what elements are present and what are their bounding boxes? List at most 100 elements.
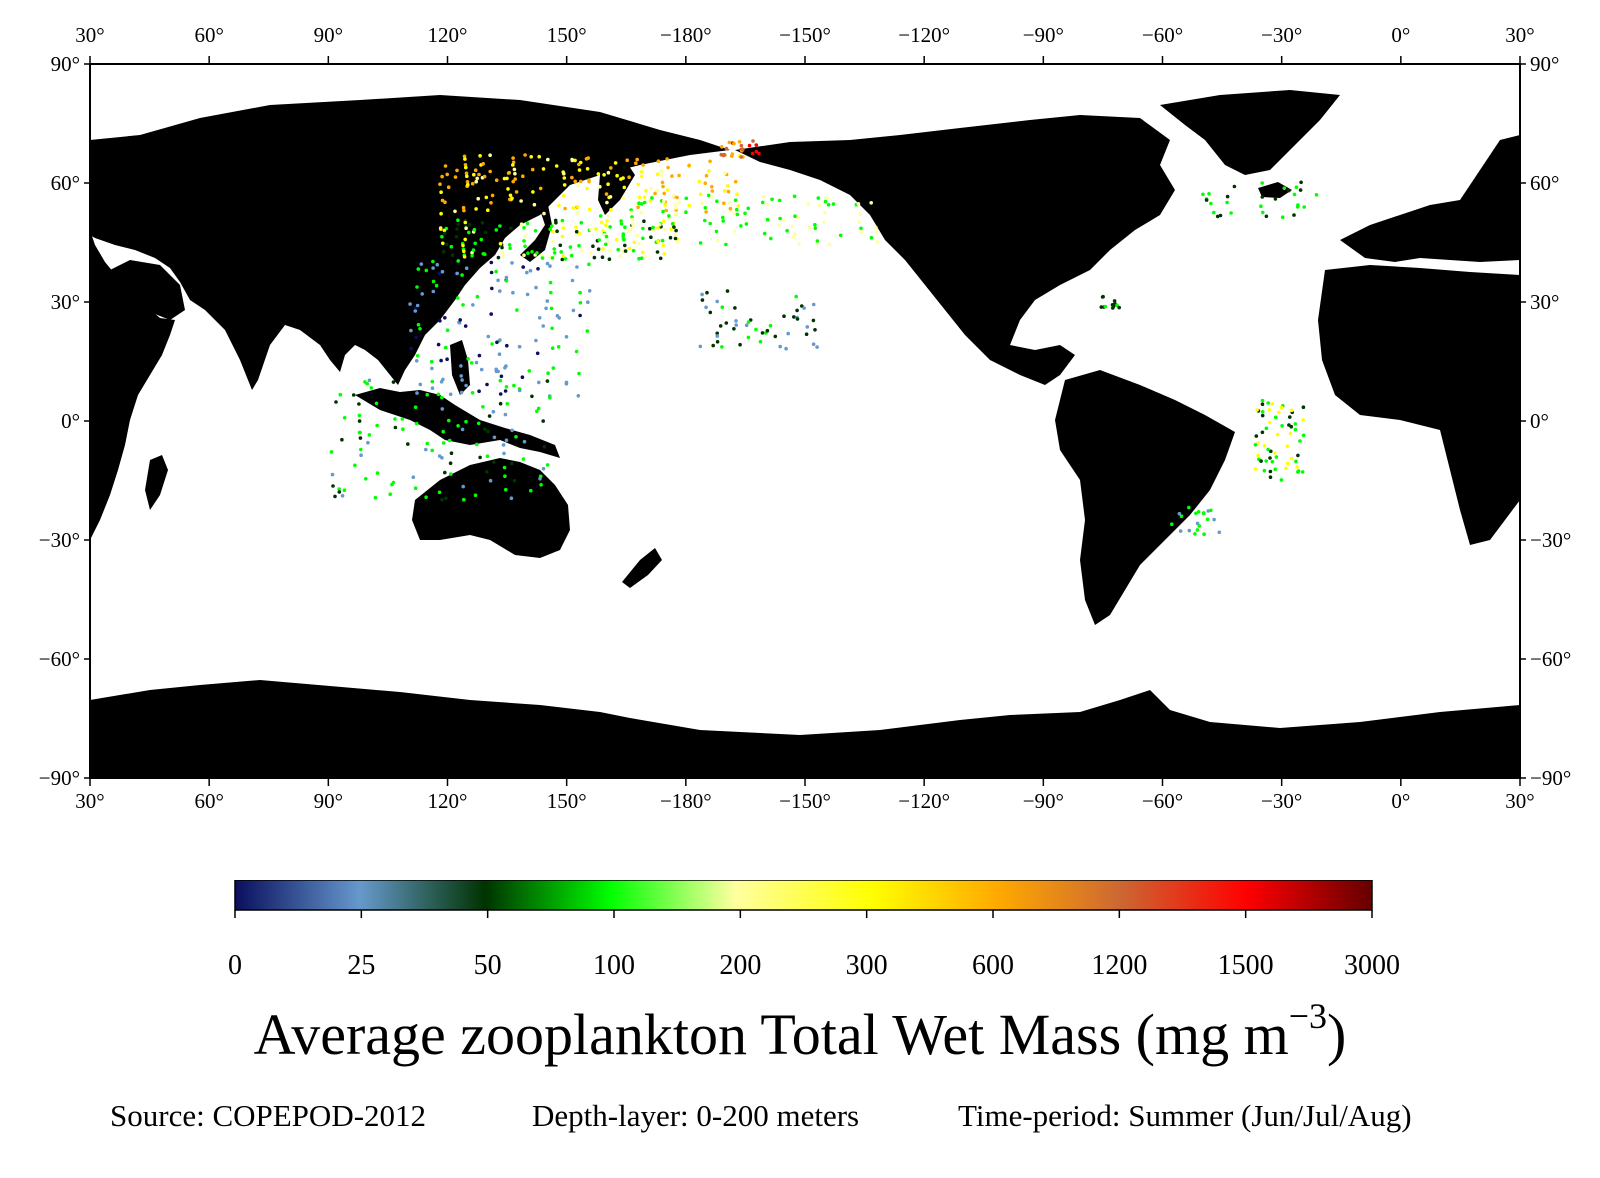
observation-point xyxy=(489,260,494,265)
observation-point xyxy=(631,248,636,253)
observation-point xyxy=(1256,441,1260,445)
observation-point xyxy=(751,139,755,143)
observation-point xyxy=(1207,192,1211,196)
observation-point xyxy=(498,401,503,406)
observation-point xyxy=(744,323,749,328)
observation-point xyxy=(459,390,464,395)
observation-point xyxy=(659,169,663,173)
observation-point xyxy=(560,234,565,239)
colorbar-label: 0 xyxy=(228,950,242,981)
observation-point xyxy=(483,427,487,432)
observation-point xyxy=(795,317,800,321)
observation-point xyxy=(1266,401,1270,405)
lat-tick-label-left: 0° xyxy=(61,409,80,433)
observation-point xyxy=(704,305,708,310)
observation-point xyxy=(656,226,660,230)
observation-points xyxy=(329,139,1319,536)
observation-point xyxy=(807,225,812,230)
observation-point xyxy=(621,176,625,180)
observation-point xyxy=(773,334,778,339)
observation-point xyxy=(506,171,511,175)
observation-point xyxy=(784,346,788,351)
observation-point xyxy=(551,229,555,234)
observation-point xyxy=(551,239,555,244)
observation-point xyxy=(578,290,582,295)
observation-point xyxy=(526,251,530,255)
observation-point xyxy=(1301,433,1306,438)
observation-point xyxy=(415,354,420,358)
lon-tick-label-top: −150° xyxy=(779,23,831,47)
observation-point xyxy=(1277,410,1281,415)
observation-point xyxy=(1288,431,1293,436)
observation-point xyxy=(1264,426,1269,431)
observation-point xyxy=(461,484,466,489)
observation-point xyxy=(488,169,493,174)
observation-point xyxy=(573,158,577,163)
observation-point xyxy=(795,215,800,220)
observation-point xyxy=(1268,475,1273,480)
observation-point xyxy=(415,391,419,395)
observation-point xyxy=(443,470,447,475)
observation-point xyxy=(805,325,810,329)
observation-point xyxy=(661,184,665,189)
west-africa-landmass xyxy=(1318,265,1520,545)
observation-point xyxy=(553,218,558,223)
observation-point xyxy=(521,457,526,461)
observation-point xyxy=(831,202,836,206)
observation-point xyxy=(507,243,512,247)
observation-point xyxy=(1275,432,1280,437)
observation-point xyxy=(811,318,816,323)
observation-point xyxy=(340,437,344,442)
observation-point xyxy=(1301,405,1306,410)
southeast-asia-islands xyxy=(355,388,560,458)
arabia-landmass xyxy=(100,260,185,320)
observation-point xyxy=(534,285,538,290)
observation-point xyxy=(589,227,593,232)
observation-point xyxy=(765,217,770,222)
observation-point xyxy=(1259,459,1263,463)
observation-point xyxy=(703,206,708,210)
colorbar-label: 100 xyxy=(593,950,635,981)
observation-point xyxy=(641,250,645,255)
observation-point xyxy=(455,168,459,173)
observation-point xyxy=(571,308,576,313)
observation-point xyxy=(449,472,453,476)
observation-point xyxy=(813,328,817,332)
observation-point xyxy=(522,253,526,257)
observation-point xyxy=(472,172,476,177)
observation-point xyxy=(1288,415,1292,419)
colorbar-label: 50 xyxy=(473,950,502,981)
observation-point xyxy=(1255,408,1259,412)
observation-point xyxy=(596,247,601,251)
observation-point xyxy=(444,496,448,501)
observation-point xyxy=(511,160,516,165)
observation-point xyxy=(358,430,362,435)
observation-point xyxy=(597,238,601,242)
observation-point xyxy=(637,242,641,246)
observation-point xyxy=(1262,468,1267,473)
observation-point xyxy=(522,439,527,444)
observation-point xyxy=(604,192,609,196)
observation-point xyxy=(1197,524,1202,528)
observation-point xyxy=(459,364,463,368)
observation-point xyxy=(474,207,478,211)
observation-point xyxy=(490,193,495,198)
observation-point xyxy=(738,342,742,347)
lat-tick-label-right: −60° xyxy=(1530,647,1571,671)
observation-point xyxy=(869,235,874,240)
observation-point xyxy=(735,212,740,217)
observation-point xyxy=(351,393,356,397)
lon-tick-label-top: −120° xyxy=(898,23,950,47)
observation-point xyxy=(747,143,752,148)
observation-point xyxy=(1282,186,1287,190)
observation-point xyxy=(470,391,475,395)
lon-tick-label-top: −90° xyxy=(1023,23,1064,47)
observation-point xyxy=(677,200,681,205)
observation-point xyxy=(1261,210,1265,215)
observation-point xyxy=(424,495,428,500)
observation-point xyxy=(577,371,581,376)
observation-point xyxy=(494,269,498,274)
observation-point xyxy=(456,296,460,300)
observation-point xyxy=(456,259,461,263)
observation-point xyxy=(440,174,444,179)
